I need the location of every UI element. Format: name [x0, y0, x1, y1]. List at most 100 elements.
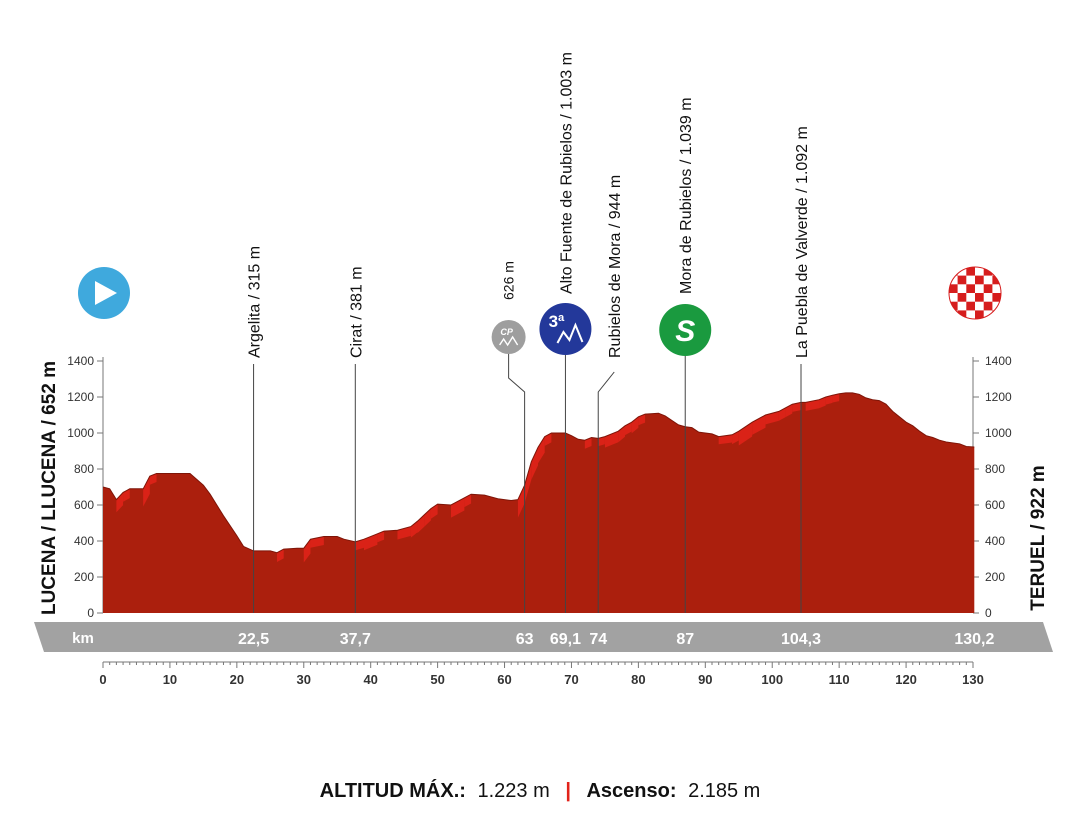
- finish-ring: [948, 266, 1002, 320]
- finish-check-square: [975, 293, 984, 302]
- ascent-value: 2.185 m: [688, 780, 760, 802]
- profile-climb-highlight: [417, 514, 425, 534]
- x-tick-label: 60: [497, 672, 511, 687]
- x-tick-label: 100: [761, 672, 783, 687]
- profile-climb-highlight: [531, 447, 538, 480]
- km-band-value: 22,5: [238, 631, 269, 648]
- footer-separator: |: [565, 780, 571, 802]
- km-band-value: 130,2: [954, 631, 994, 648]
- x-tick-label: 90: [698, 672, 712, 687]
- profile-climb-highlight: [638, 414, 646, 426]
- km-band-value: 104,3: [781, 631, 821, 648]
- y-tick-label-right: 1200: [985, 390, 1012, 404]
- finish-check-square: [957, 293, 967, 302]
- x-tick-label: 30: [297, 672, 311, 687]
- marker-name: Alto Fuente de Rubielos / 1.003 m: [558, 52, 575, 294]
- finish-check-square: [992, 293, 1001, 302]
- ascent-label: Ascenso:: [586, 780, 676, 802]
- km-band-label: km: [72, 630, 94, 647]
- profile-climb-highlight: [584, 437, 592, 449]
- marker-name: Mora de Rubielos / 1.039 m: [678, 97, 695, 294]
- sprint-icon: [659, 304, 712, 356]
- profile-climb-highlight: [752, 415, 766, 435]
- finish-check-square: [983, 267, 993, 276]
- profile-climb-highlight: [149, 473, 157, 485]
- x-tick-label: 130: [962, 672, 984, 687]
- km-band-value: 63: [516, 631, 534, 648]
- y-tick-label-right: 0: [985, 606, 992, 620]
- climb-mountain-icon: [556, 322, 584, 344]
- profile-climb-highlight: [303, 539, 311, 563]
- finish-check-square: [992, 275, 1001, 285]
- profile-climb-highlight: [116, 492, 124, 513]
- profile-climb-highlight: [377, 531, 385, 543]
- checkpoint-icon-label: CP: [500, 327, 513, 337]
- km-band: km 22,5 37,7 63 69,1 74 87 104,3 130,2: [34, 622, 1053, 652]
- profile-climb-highlight: [538, 436, 545, 464]
- profile-outline: [102, 392, 975, 554]
- x-tick-label: 10: [163, 672, 177, 687]
- waypoint-markers: Argelita / 315 m Cirat / 381 m CP 626 m 3ª Al…: [247, 52, 811, 613]
- profile-area: [102, 392, 975, 613]
- x-tick-label: 0: [99, 672, 106, 687]
- finish-check-square: [957, 275, 967, 285]
- km-band-value: 87: [676, 631, 694, 648]
- finish-check-square: [957, 310, 967, 319]
- y-tick-label-left: 1400: [67, 354, 94, 368]
- profile-fill: [103, 392, 975, 613]
- km-band-value: 37,7: [340, 631, 371, 648]
- x-tick-label: 40: [363, 672, 377, 687]
- finish-check-square: [975, 275, 984, 285]
- x-tick-label: 120: [895, 672, 917, 687]
- profile-climb-highlight: [143, 476, 150, 507]
- marker-name: Cirat / 381 m: [348, 266, 365, 358]
- finish-check-square: [966, 284, 975, 293]
- y-tick-label-left: 200: [74, 570, 94, 584]
- y-tick-label-right: 400: [985, 534, 1005, 548]
- finish-flag-icon: [948, 266, 1002, 320]
- finish-check-square: [949, 301, 958, 311]
- y-tick-label-right: 1400: [985, 354, 1012, 368]
- x-tick-label: 80: [631, 672, 645, 687]
- profile-climb-highlight: [397, 526, 411, 540]
- profile-climb-highlight: [805, 399, 820, 411]
- profile-climb-highlight: [832, 393, 840, 403]
- profile-climb-highlight: [792, 402, 802, 412]
- y-tick-label-right: 1000: [985, 426, 1012, 440]
- checkpoint-icon: [491, 320, 526, 354]
- y-tick-label-left: 1000: [67, 426, 94, 440]
- y-tick-label-left: 0: [87, 606, 94, 620]
- km-band-value: 74: [589, 631, 607, 648]
- max-altitude-value: 1.223 m: [477, 780, 549, 802]
- marker-name: La Puebla de Valverde / 1.092 m: [794, 126, 811, 358]
- y-tick-label-left: 800: [74, 462, 94, 476]
- x-tick-label: 70: [564, 672, 578, 687]
- y-tick-label-left: 400: [74, 534, 94, 548]
- profile-climb-highlight: [819, 397, 826, 409]
- profile-climb-highlight: [310, 536, 324, 548]
- climb-category-label: 3ª: [549, 312, 565, 331]
- category-3-climb-icon: [539, 303, 592, 355]
- marker-name: 626 m: [501, 261, 517, 300]
- profile-climb-highlight: [825, 395, 833, 405]
- x-tick-label: 20: [230, 672, 244, 687]
- profile-climb-highlight: [517, 485, 525, 518]
- marker-name: Argelita / 315 m: [247, 246, 264, 358]
- finish-check-square: [966, 301, 975, 311]
- marker-name: Rubielos de Mora / 944 m: [607, 175, 624, 358]
- start-label: LUCENA / LLUCENA / 652 m: [39, 361, 60, 615]
- checkpoint-mountain-icon: [499, 335, 519, 347]
- profile-climb-highlight: [451, 497, 465, 518]
- x-tick-label: 110: [829, 672, 850, 687]
- footer-stats: ALTITUD MÁX.: 1.223 m | Ascenso: 2.185 m: [320, 779, 761, 802]
- y-tick-label-right: 600: [985, 498, 1005, 512]
- altitude-grid: 0 0 200 200 400 400 600 600 800 800 1000 1000 1200 12…: [67, 354, 1012, 620]
- profile-climb-highlight: [598, 436, 605, 447]
- finish-check-square: [983, 301, 993, 311]
- sprint-icon-label: S: [675, 315, 695, 348]
- profile-climb-highlight: [355, 539, 364, 551]
- finish-check-square: [975, 310, 984, 319]
- profile-climb-highlight: [424, 508, 431, 527]
- marker-leader-line: [597, 371, 615, 613]
